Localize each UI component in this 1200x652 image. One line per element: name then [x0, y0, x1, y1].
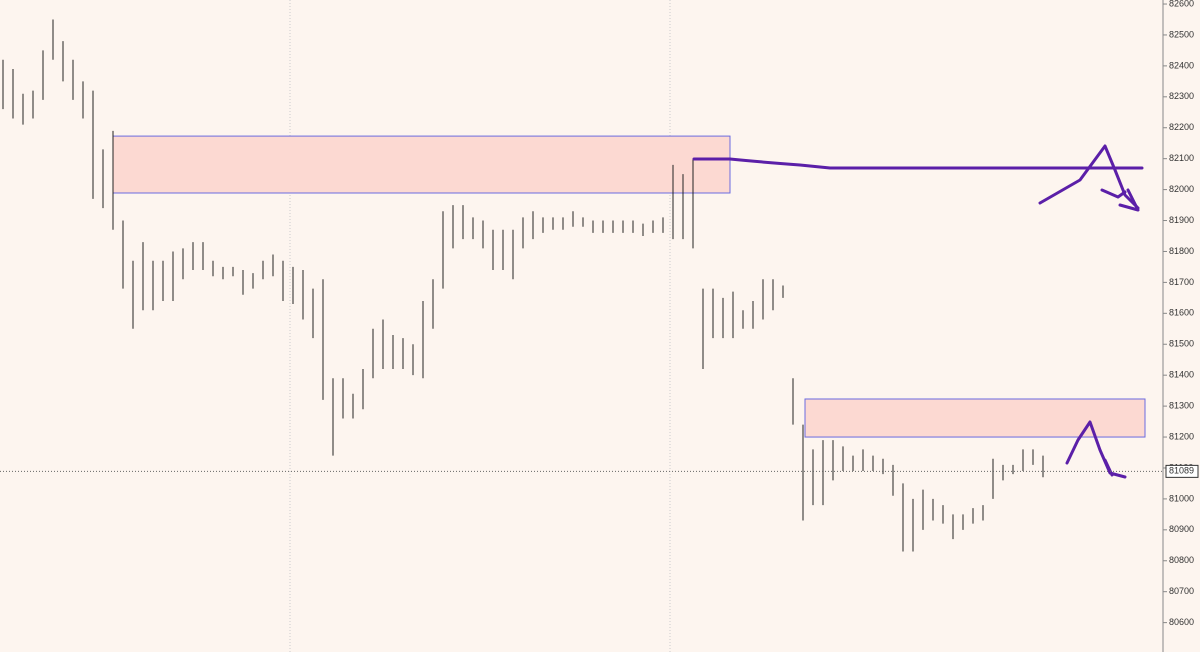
hand-arrowhead — [1100, 188, 1140, 212]
hand-line — [692, 157, 1144, 170]
supply-zone — [804, 398, 1146, 438]
y-tick-label: 82300 — [1169, 91, 1194, 101]
y-tick-label: 82500 — [1169, 29, 1194, 39]
y-tick-label: 82100 — [1169, 153, 1194, 163]
last-price-label: 81089 — [1169, 466, 1194, 476]
y-tick-label: 81500 — [1169, 339, 1194, 349]
y-tick-label: 80900 — [1169, 524, 1194, 534]
bars — [2, 19, 1044, 552]
y-tick-label: 82400 — [1169, 60, 1194, 70]
hand-arrow — [1038, 144, 1140, 210]
y-tick-label: 80800 — [1169, 555, 1194, 565]
y-tick-label: 81700 — [1169, 277, 1194, 287]
supply-zone — [112, 135, 731, 194]
annotations — [692, 144, 1144, 479]
y-axis-ticks: 8060080700808008090081000811008120081300… — [1163, 0, 1194, 627]
last-price-box — [1165, 464, 1199, 478]
y-tick-label: 81600 — [1169, 308, 1194, 318]
y-tick-label: 82600 — [1169, 0, 1194, 8]
y-tick-label: 82000 — [1169, 184, 1194, 194]
y-tick-label: 81000 — [1169, 493, 1194, 503]
y-tick-label: 80600 — [1169, 617, 1194, 627]
hand-arrow — [1065, 420, 1127, 479]
y-tick-label: 82200 — [1169, 122, 1194, 132]
y-tick-label: 81200 — [1169, 431, 1194, 441]
y-tick-label: 81300 — [1169, 400, 1194, 410]
y-tick-label: 81400 — [1169, 370, 1194, 380]
zones — [112, 135, 1146, 438]
y-tick-label: 80700 — [1169, 586, 1194, 596]
y-tick-label: 81900 — [1169, 215, 1194, 225]
y-tick-label: 81800 — [1169, 246, 1194, 256]
